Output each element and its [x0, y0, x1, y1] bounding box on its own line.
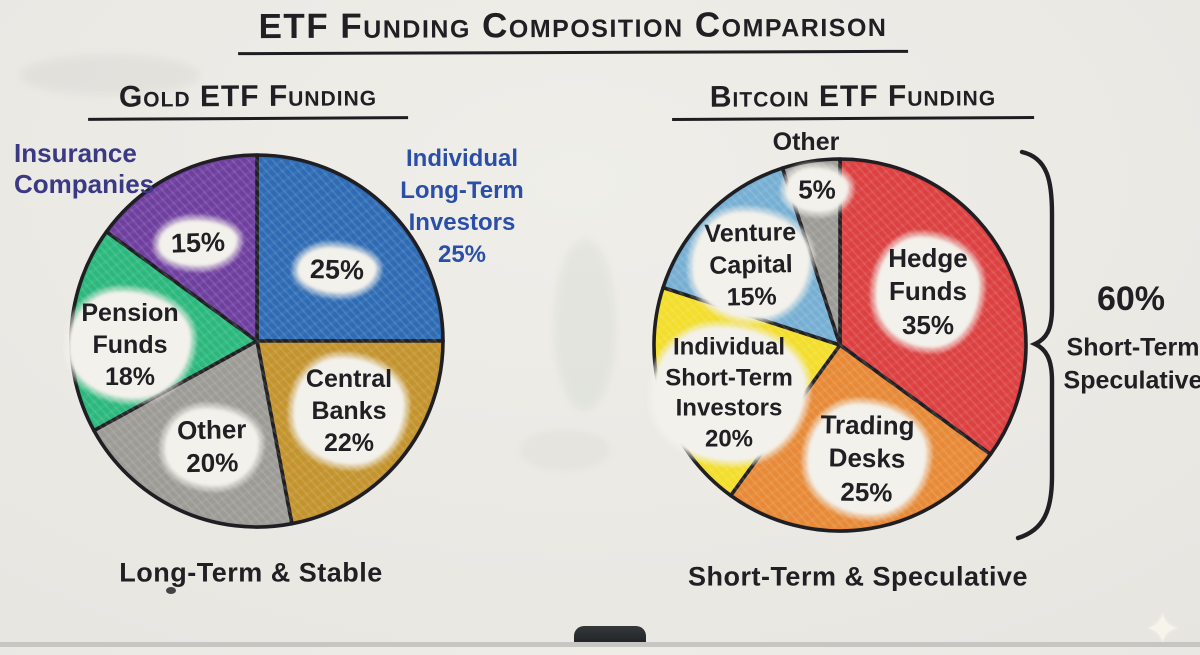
label-individual-short-term-investors: Individual Short-Term Investors 20%	[656, 330, 802, 458]
annotation-60pct-value: 60%	[1096, 280, 1166, 319]
label-pension-funds: Pension Funds 18%	[72, 295, 188, 395]
pie-slice-individual-long-term-investors	[255, 153, 445, 343]
marker-on-tray	[574, 626, 646, 647]
board-smudge	[555, 240, 615, 410]
gold-chart-caption: Long-Term & Stable	[119, 557, 383, 588]
label-insurance-companies: Insurance Companies	[14, 138, 155, 199]
page-title: ETF Funding Composition Comparison	[237, 4, 909, 56]
annotation-60pct-label: Short-Term Speculative	[1063, 333, 1200, 395]
label-individual-long-term-investors: Individual Long-Term Investors 25%	[400, 145, 524, 268]
label-hedge-funds: Hedge Funds 35%	[879, 240, 977, 344]
label-other-bitcoin-outside: Other	[772, 128, 840, 156]
label-other-pct: 5%	[789, 171, 845, 209]
marker-dot	[166, 587, 176, 594]
bitcoin-chart-heading: Bitcoin ETF Funding	[671, 79, 1035, 121]
board-tray-edge	[0, 642, 1200, 647]
sparkle-star-icon: ✦	[1144, 605, 1181, 654]
brace-annotation-icon	[1015, 149, 1055, 541]
bitcoin-chart-caption: Short-Term & Speculative	[687, 561, 1029, 592]
gold-chart-heading: Gold ETF Funding	[87, 79, 409, 121]
label-central-banks: Central Banks 22%	[296, 361, 402, 461]
label-individual-pct: 25%	[300, 249, 374, 291]
board-smudge	[520, 430, 610, 470]
